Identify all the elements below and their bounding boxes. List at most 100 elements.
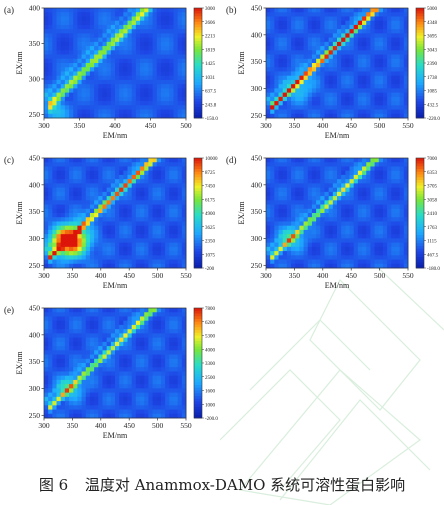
heatmap-cell (127, 24, 133, 30)
heatmap-cell (110, 375, 116, 381)
heatmap-cell (56, 29, 62, 34)
heatmap-cell (56, 105, 62, 110)
heatmap-cell (299, 204, 304, 210)
heatmap-cell (131, 329, 137, 334)
heatmap-cell (144, 346, 149, 351)
heatmap-cell (119, 170, 124, 176)
heatmap-cell (399, 71, 405, 77)
heatmap-cell (169, 88, 174, 94)
y-axis-label: EX/nm (15, 201, 24, 225)
heatmap-cell (52, 396, 57, 402)
heatmap-cell (77, 229, 82, 235)
heatmap-cell (156, 341, 162, 347)
heatmap-cell (89, 384, 95, 389)
heatmap-cell (60, 375, 66, 381)
heatmap-cell (181, 371, 187, 377)
heatmap-cell (102, 388, 108, 394)
heatmap-cell (106, 79, 112, 85)
heatmap-cell (64, 208, 70, 214)
colorbar-segment (416, 74, 424, 78)
heatmap-cell (123, 58, 128, 64)
heatmap-cell (131, 363, 137, 368)
heatmap-cell (295, 263, 300, 269)
colorbar-segment (416, 193, 424, 197)
heatmap-cell (119, 105, 124, 110)
heatmap-cell (282, 29, 288, 34)
heatmap-cell (106, 238, 112, 244)
heatmap-cell (64, 33, 70, 39)
heatmap-cell (341, 263, 346, 269)
y-tick-label: 400 (29, 4, 41, 13)
heatmap-cell (44, 166, 49, 172)
heatmap-cell (362, 37, 367, 43)
heatmap-cell (370, 196, 375, 201)
heatmap-cell (177, 191, 183, 197)
heatmap-cell (127, 259, 133, 265)
heatmap-cell (320, 20, 325, 26)
heatmap-cell (115, 363, 120, 368)
heatmap-cell (403, 96, 409, 102)
heatmap-cell (56, 187, 62, 193)
heatmap-cell (341, 187, 346, 193)
heatmap-cell (102, 238, 108, 244)
y-axis-label: EX/nm (15, 351, 24, 375)
heatmap-cell (403, 79, 409, 85)
heatmap-cell (148, 379, 153, 385)
heatmap-cell (311, 225, 317, 231)
heatmap-cell (131, 196, 137, 201)
heatmap-cell (131, 187, 137, 193)
heatmap-cell (177, 33, 183, 39)
heatmap-cell (106, 162, 112, 167)
heatmap-cell (341, 50, 346, 55)
heatmap-cell (127, 101, 133, 106)
heatmap-cell (303, 67, 309, 72)
heatmap-cell (286, 170, 292, 176)
heatmap-cell (391, 170, 396, 176)
colorbar-segment (416, 265, 424, 269)
heatmap-cell (152, 88, 158, 94)
heatmap-cell (382, 217, 388, 222)
heatmap-cell (332, 259, 338, 265)
heatmap-cell (366, 183, 371, 189)
heatmap-cell (316, 183, 321, 189)
heatmap-cell (152, 37, 158, 43)
heatmap-cell (127, 358, 133, 364)
heatmap-cell (160, 158, 166, 163)
heatmap-cell (131, 204, 137, 210)
heatmap-cell (382, 229, 388, 235)
heatmap-cell (316, 191, 321, 197)
heatmap-cell (81, 242, 87, 248)
heatmap-cell (337, 221, 342, 227)
heatmap-cell (299, 263, 304, 269)
heatmap-cell (374, 105, 380, 110)
heatmap-cell (148, 308, 153, 313)
heatmap-cell (395, 109, 401, 115)
heatmap-cell (307, 225, 313, 231)
heatmap-cell (177, 67, 183, 72)
heatmap-cell (387, 170, 392, 176)
heatmap-cell (131, 234, 137, 239)
heatmap-cell (382, 33, 388, 39)
heatmap-cell (156, 20, 162, 26)
heatmap-cell (98, 46, 103, 51)
heatmap-cell (140, 358, 145, 364)
heatmap-cell (169, 204, 174, 210)
heatmap-cell (127, 337, 133, 343)
heatmap-cell (115, 113, 120, 119)
colorbar-segment (416, 82, 424, 86)
heatmap-cell (156, 238, 162, 244)
heatmap-cell (370, 221, 375, 227)
heatmap-cell (173, 312, 179, 317)
heatmap-cell (370, 24, 375, 30)
heatmap-cell (332, 242, 338, 248)
heatmap-cell (77, 200, 82, 205)
colorbar-segment (416, 160, 424, 164)
heatmap-cell (169, 46, 174, 51)
heatmap-cell (291, 101, 296, 106)
heatmap-cell (98, 324, 103, 330)
heatmap-cell (316, 54, 321, 60)
y-tick-label: 250 (251, 261, 263, 270)
heatmap-cell (362, 20, 367, 26)
heatmap-cell (144, 320, 149, 326)
heatmap-cell (148, 162, 153, 167)
